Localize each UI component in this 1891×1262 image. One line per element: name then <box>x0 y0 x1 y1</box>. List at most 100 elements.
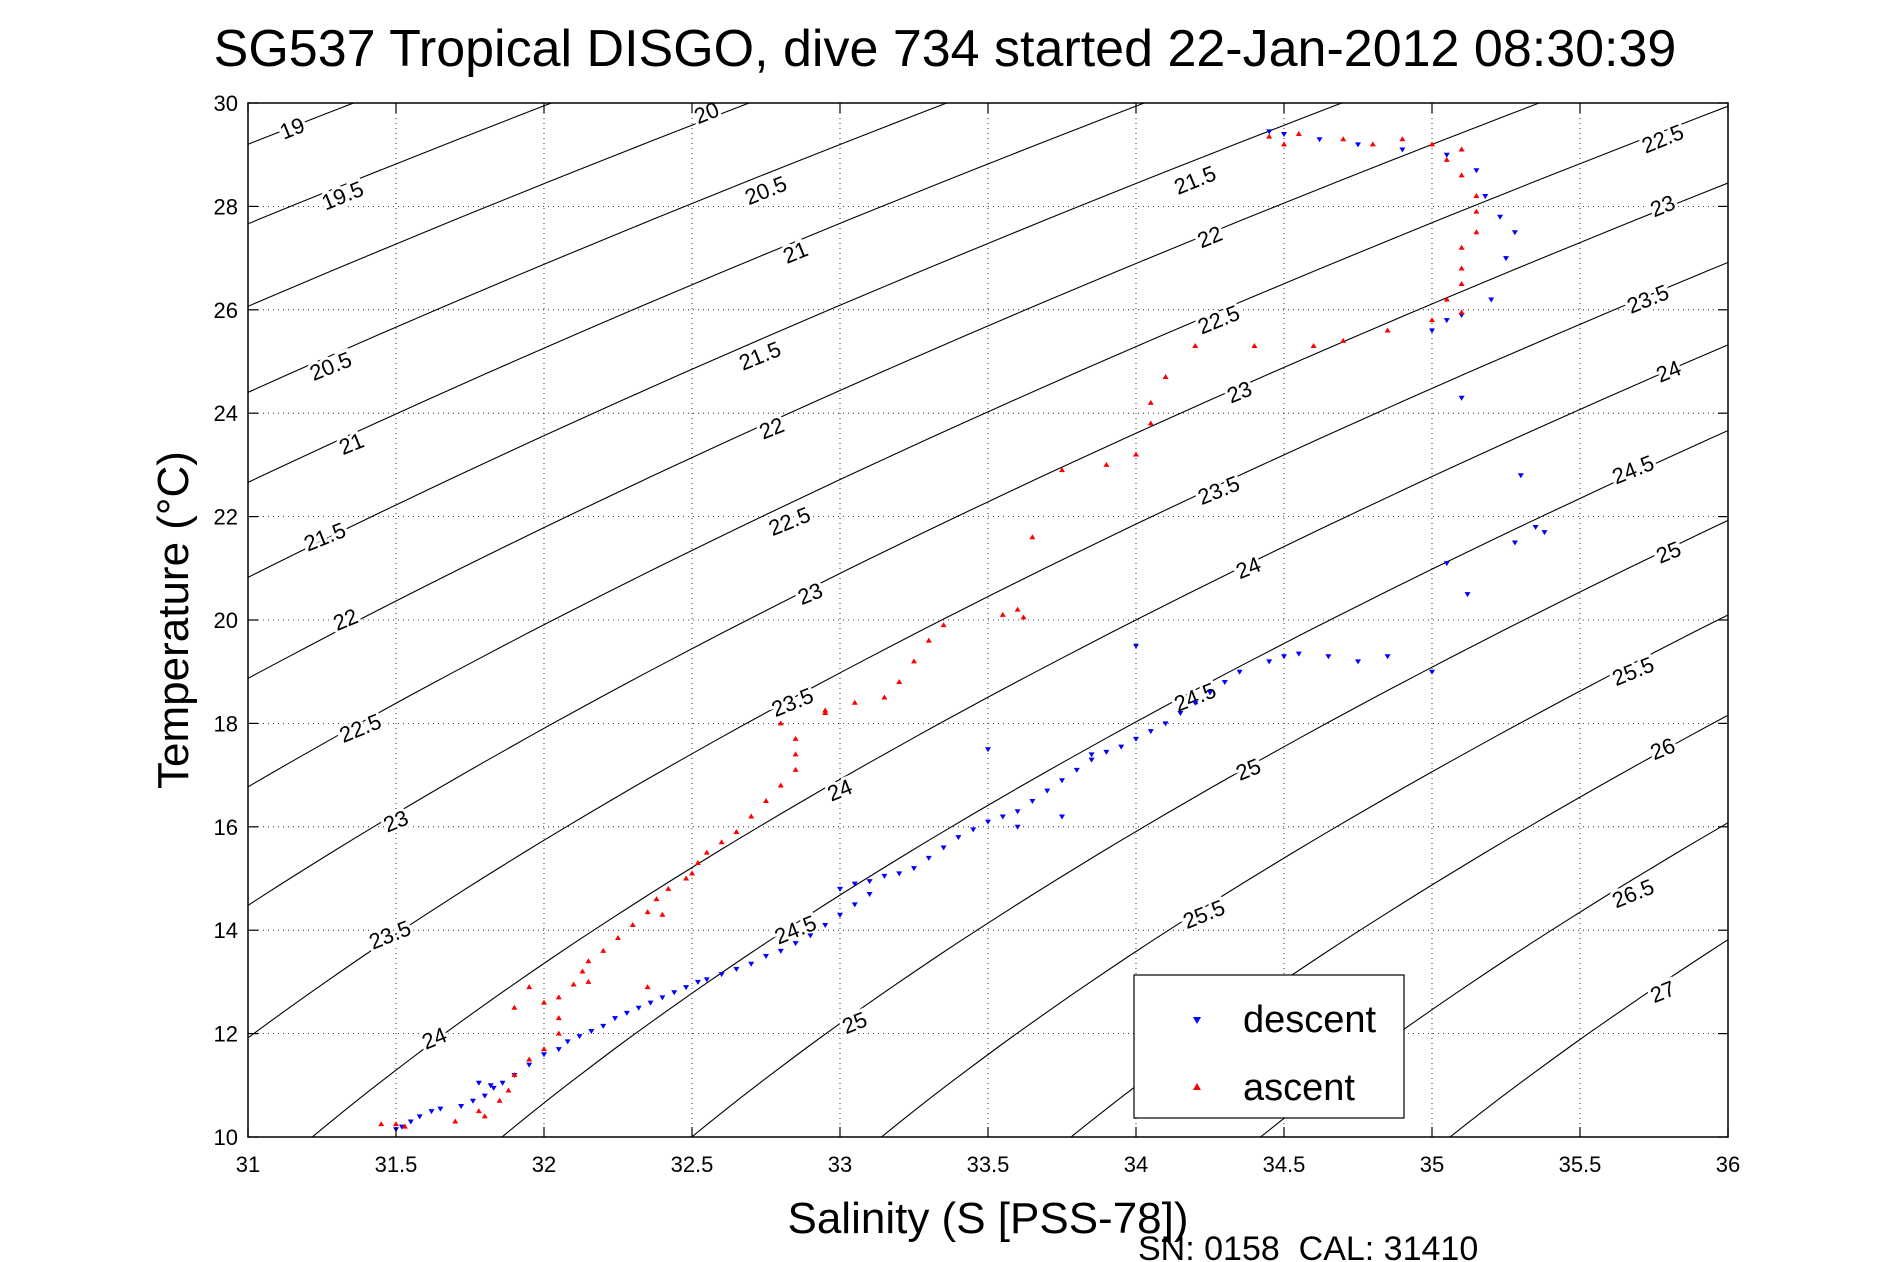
isopycnal-label: 25 <box>1653 536 1685 568</box>
isopycnal-label: 20.5 <box>741 171 790 210</box>
ascent-point <box>1251 342 1258 348</box>
isopycnal-25.5 <box>880 614 1728 1137</box>
descent-point <box>703 977 710 983</box>
ascent-point <box>393 1121 399 1127</box>
descent-point <box>1355 659 1361 665</box>
descent-point <box>1464 592 1471 598</box>
ascent-point <box>1473 193 1480 199</box>
ascent-point <box>1014 606 1021 612</box>
x-axis-label: Salinity (S [PSS-78]) <box>787 1194 1188 1243</box>
isopycnal-21.5 <box>248 103 1344 579</box>
descent-point <box>837 912 843 918</box>
descent-point <box>1059 778 1065 784</box>
isopycnal-24.5 <box>501 429 1728 1137</box>
descent-point <box>1088 752 1095 758</box>
y-tick-label: 16 <box>214 815 238 840</box>
descent-point <box>469 1098 476 1104</box>
x-tick-label: 33.5 <box>967 1152 1010 1177</box>
ascent-point <box>644 909 651 915</box>
isopycnal-label: 20.5 <box>306 347 355 386</box>
descent-point <box>398 1124 405 1130</box>
descent-point <box>851 902 858 908</box>
ascent-point <box>511 1004 518 1010</box>
ascent-point <box>555 1015 562 1021</box>
descent-point <box>866 879 873 885</box>
ascent-point <box>526 984 533 990</box>
descent-point <box>1532 524 1539 530</box>
descent-point <box>1325 654 1332 660</box>
descent-point <box>490 1085 497 1091</box>
legend-box <box>1133 974 1405 1119</box>
descent-point <box>866 892 873 898</box>
y-tick-label: 12 <box>214 1022 238 1047</box>
descent-point <box>437 1106 444 1112</box>
ascent-point <box>694 859 701 865</box>
axis-ticks: 31 31.5 32 32.5 33 33.5 34 34.5 35 35.5 36 10 12 14 16… <box>214 91 1741 1177</box>
isopycnal-21 <box>248 103 1146 484</box>
descent-point <box>985 747 991 753</box>
ascent-point <box>1458 146 1465 152</box>
ascent-point <box>1399 136 1406 142</box>
descent-point <box>1059 814 1065 820</box>
descent-point <box>1162 721 1169 727</box>
descent-point <box>822 923 829 929</box>
isopycnal-26.5 <box>1259 822 1728 1137</box>
descent-point <box>1429 328 1435 334</box>
descent-point <box>881 873 888 879</box>
ascent-point <box>1458 309 1465 315</box>
y-tick-label: 22 <box>214 505 238 530</box>
ascent-point <box>1162 374 1169 380</box>
ascent-point <box>763 797 769 803</box>
descent-point <box>985 819 991 825</box>
ascent-point <box>1310 342 1317 348</box>
descent-point <box>1429 669 1435 675</box>
ascent-point <box>659 911 666 917</box>
descent-point <box>407 1119 414 1125</box>
isopycnal-label: 24.5 <box>1170 677 1219 716</box>
descent-point <box>1511 540 1518 546</box>
descent-point <box>1488 297 1495 303</box>
ascent-point <box>1443 296 1450 302</box>
isopycnal-labels: 1919.520.52121.52222.52323.5242020.52121… <box>273 94 1690 1058</box>
descent-point <box>748 961 755 967</box>
y-tick-label: 28 <box>214 194 238 219</box>
ascent-point <box>481 1113 488 1119</box>
isopycnal-label: 25 <box>839 1007 871 1039</box>
descent-point <box>1443 152 1450 158</box>
descent-point <box>1133 643 1139 649</box>
ascent-point <box>792 766 799 772</box>
descent-point <box>671 990 678 996</box>
descent-point <box>612 1016 619 1022</box>
isopycnal-label: 22.5 <box>336 708 385 747</box>
y-tick-label: 18 <box>214 711 238 736</box>
descent-point <box>458 1103 465 1109</box>
descent-point <box>1073 767 1080 773</box>
x-tick-label: 35.5 <box>1559 1152 1602 1177</box>
y-tick-label: 14 <box>214 918 238 943</box>
ascent-point <box>777 720 784 726</box>
y-tick-label: 20 <box>214 608 238 633</box>
ascent-point <box>1340 136 1347 142</box>
ascent-point <box>1443 156 1450 162</box>
ascent-point <box>792 735 799 741</box>
ascent-point <box>1458 280 1465 286</box>
ascent-point <box>1103 461 1110 467</box>
descent-point <box>851 881 858 887</box>
ascent-point <box>579 968 586 974</box>
ascent-point <box>689 870 695 876</box>
isopycnal-label: 21 <box>779 236 811 268</box>
descent-point <box>1221 680 1228 686</box>
descent-point <box>683 985 690 991</box>
ascent-point <box>940 622 947 628</box>
ascent-point <box>822 707 829 713</box>
descent-point <box>600 1023 607 1029</box>
descent-point <box>1266 129 1273 135</box>
descent-point <box>564 1039 571 1045</box>
ascent-point <box>999 611 1006 617</box>
isopycnal-label: 25.5 <box>1179 895 1228 934</box>
isopycnal-label: 21 <box>335 428 367 460</box>
ascent-point <box>511 1071 518 1077</box>
isopycnal-label: 24 <box>1232 552 1264 584</box>
data-points <box>378 129 1548 1133</box>
